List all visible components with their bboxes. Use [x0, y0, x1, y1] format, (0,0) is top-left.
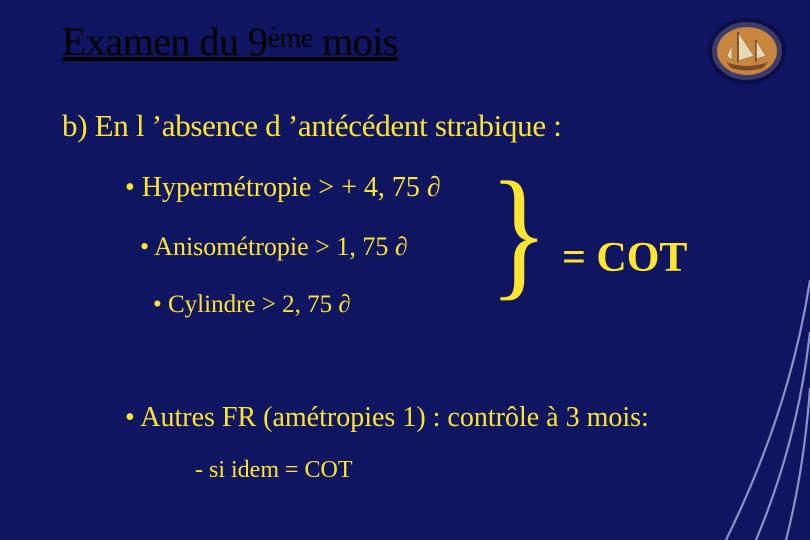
title-pre: Examen du 9	[62, 19, 268, 64]
grouping-brace: }	[489, 161, 548, 306]
title-post: mois	[313, 19, 398, 64]
bullet-anisometropie: • Anisométropie > 1, 75 ∂	[140, 232, 408, 262]
title-ordinal: ème	[268, 23, 313, 54]
bullet-hypermetropie: • Hypermétropie > + 4, 75 ∂	[125, 172, 441, 204]
ship-logo-icon	[708, 18, 786, 84]
equals-cot-label: = COT	[562, 234, 687, 282]
bullet-autres-fr: • Autres FR (amétropies 1) : contrôle à …	[125, 402, 649, 434]
sub-bullet-si-idem: - si idem = COT	[195, 457, 353, 484]
subheading-b: b) En l ’absence d ’antécédent strabique…	[62, 108, 562, 144]
slide-title: Examen du 9ème mois	[62, 18, 398, 65]
bullet-cylindre: • Cylindre > 2, 75 ∂	[153, 291, 351, 319]
corner-decoration-icon	[690, 280, 810, 540]
